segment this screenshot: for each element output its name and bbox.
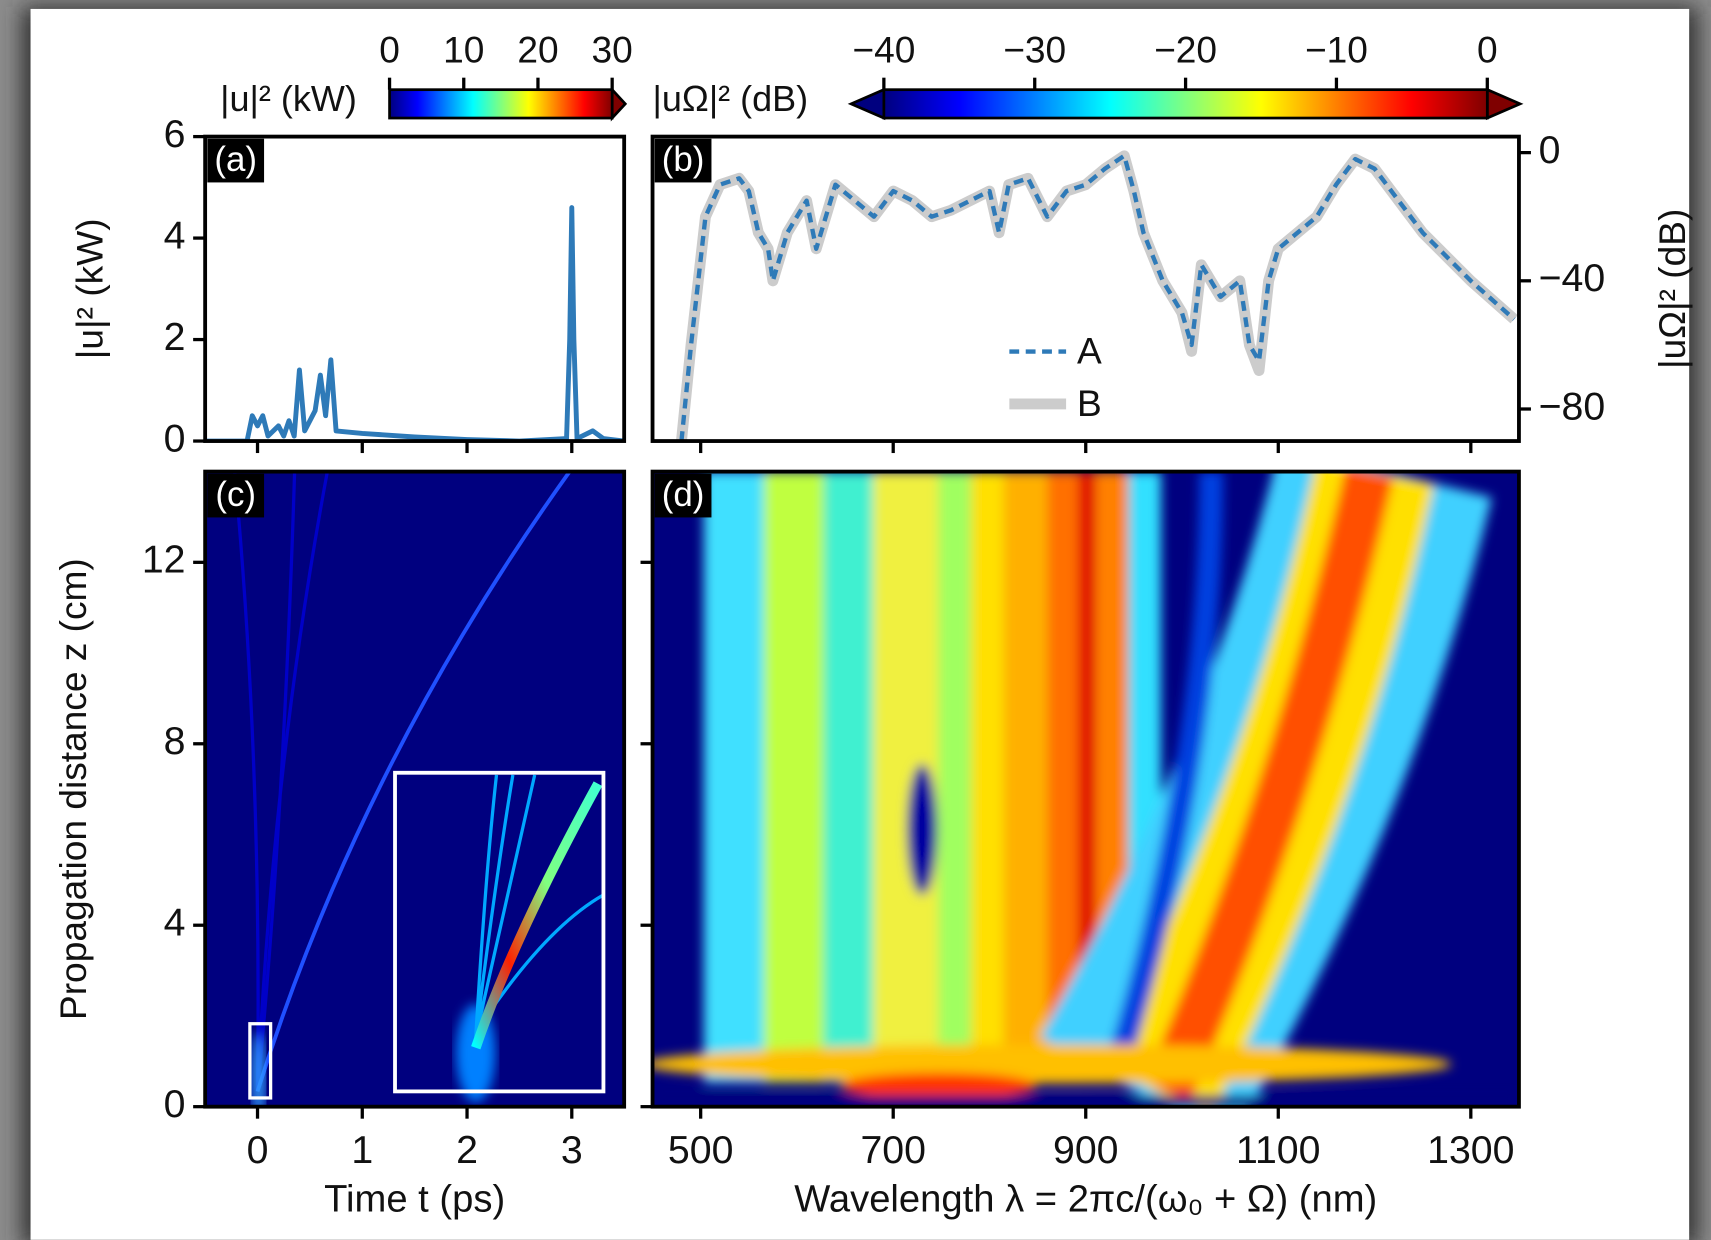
colorbar <box>882 88 1489 120</box>
panel-label: (b) <box>662 140 705 179</box>
heatmap-band <box>938 471 972 1083</box>
heatmap-band <box>703 471 770 1083</box>
x-tick-label: 2 <box>456 1128 478 1172</box>
x-tick-label: 0 <box>247 1128 269 1172</box>
colorbar-tick-label: 20 <box>517 28 558 70</box>
x-axis-label: Time t (ps) <box>324 1178 505 1221</box>
inset-streak <box>471 781 603 1050</box>
panel-label-box <box>654 473 712 518</box>
x-axis-label: Wavelength λ = 2πc/(ω₀ + Ω) (nm) <box>794 1178 1377 1221</box>
panel-label: (c) <box>215 475 256 514</box>
heatmap <box>652 471 1519 1107</box>
y-axis-label: |u|² (kW) <box>69 218 111 359</box>
panel-label: (a) <box>214 140 257 179</box>
heatmap-faint-trails <box>232 471 329 1092</box>
y-tick-label: 12 <box>142 538 186 582</box>
line <box>205 205 625 442</box>
y-tick-label: 8 <box>164 719 186 763</box>
panel-label-box <box>207 473 265 518</box>
colorbar-tick-label: −40 <box>852 28 915 70</box>
y-axis-label: Propagation distance z (cm) <box>52 558 94 1020</box>
colorbar-tick-label: 0 <box>1477 28 1498 70</box>
x-tick-label: 500 <box>668 1128 734 1172</box>
plot-frame <box>203 469 627 1109</box>
y-tick-label: 0 <box>164 1082 186 1126</box>
colorbar-tick-label: −30 <box>1003 28 1066 70</box>
y-tick-label: 6 <box>164 112 186 156</box>
legend-label: B <box>1077 382 1102 424</box>
heatmap-pump <box>840 1072 1037 1100</box>
heatmap-gap <box>1101 471 1224 1085</box>
colorbar-tick-label: 10 <box>443 28 484 70</box>
y-tick-label: 0 <box>164 416 186 460</box>
inset-frame <box>393 770 606 1094</box>
colorbar-tick-label: −10 <box>1305 28 1368 70</box>
heatmap <box>205 471 625 1107</box>
heatmap-soliton-trail <box>255 471 572 1092</box>
panel-label: (d) <box>662 475 705 514</box>
x-tick-label: 1 <box>351 1128 373 1172</box>
y-tick-label: −40 <box>1539 256 1606 300</box>
colorbar-tick-label: −20 <box>1154 28 1217 70</box>
plot-area <box>676 150 1518 442</box>
heatmap-band <box>1078 471 1096 1083</box>
colorbar <box>388 88 614 120</box>
inset-marker <box>248 1022 273 1100</box>
line <box>679 153 1516 442</box>
x-tick-label: 3 <box>561 1128 583 1172</box>
x-tick-label: 1300 <box>1427 1128 1514 1172</box>
panel-label-box <box>654 138 712 183</box>
colorbar-label: |u|² (kW) <box>220 78 357 119</box>
heatmap-band <box>823 471 873 1083</box>
heatmap-dark-spot <box>906 764 938 895</box>
y-tick-label: 4 <box>164 213 186 257</box>
heatmap-texture <box>652 471 1519 1107</box>
heatmap-band <box>763 471 824 1083</box>
y-tick-label: 0 <box>1539 128 1561 172</box>
legend-label: A <box>1077 330 1102 372</box>
x-tick-label: 900 <box>1053 1128 1119 1172</box>
heatmap-band <box>971 471 1004 1083</box>
colorbar-tick-label: 30 <box>592 28 633 70</box>
x-tick-label: 700 <box>860 1128 926 1172</box>
heatmap-floor <box>652 1095 1519 1107</box>
y-tick-label: 4 <box>164 901 186 945</box>
plot-area <box>205 205 625 442</box>
inset-filaments <box>474 774 605 1038</box>
colorbar-label: |uΩ|² (dB) <box>653 78 809 119</box>
y-axis-label: |uΩ|² (dB) <box>1651 209 1693 369</box>
panel-label-box <box>207 138 265 183</box>
plot-frame <box>203 134 627 443</box>
heatmap-onset <box>652 1044 1452 1084</box>
colorbar-tick-label: 0 <box>379 28 400 70</box>
heatmap-dispersive-wave <box>1145 471 1394 1102</box>
x-tick-label: 1100 <box>1236 1128 1320 1172</box>
heatmap-band <box>1003 471 1048 1083</box>
y-tick-label: −80 <box>1539 384 1606 428</box>
heatmap-origin-glow <box>252 1031 266 1107</box>
y-tick-label: 2 <box>164 315 186 359</box>
